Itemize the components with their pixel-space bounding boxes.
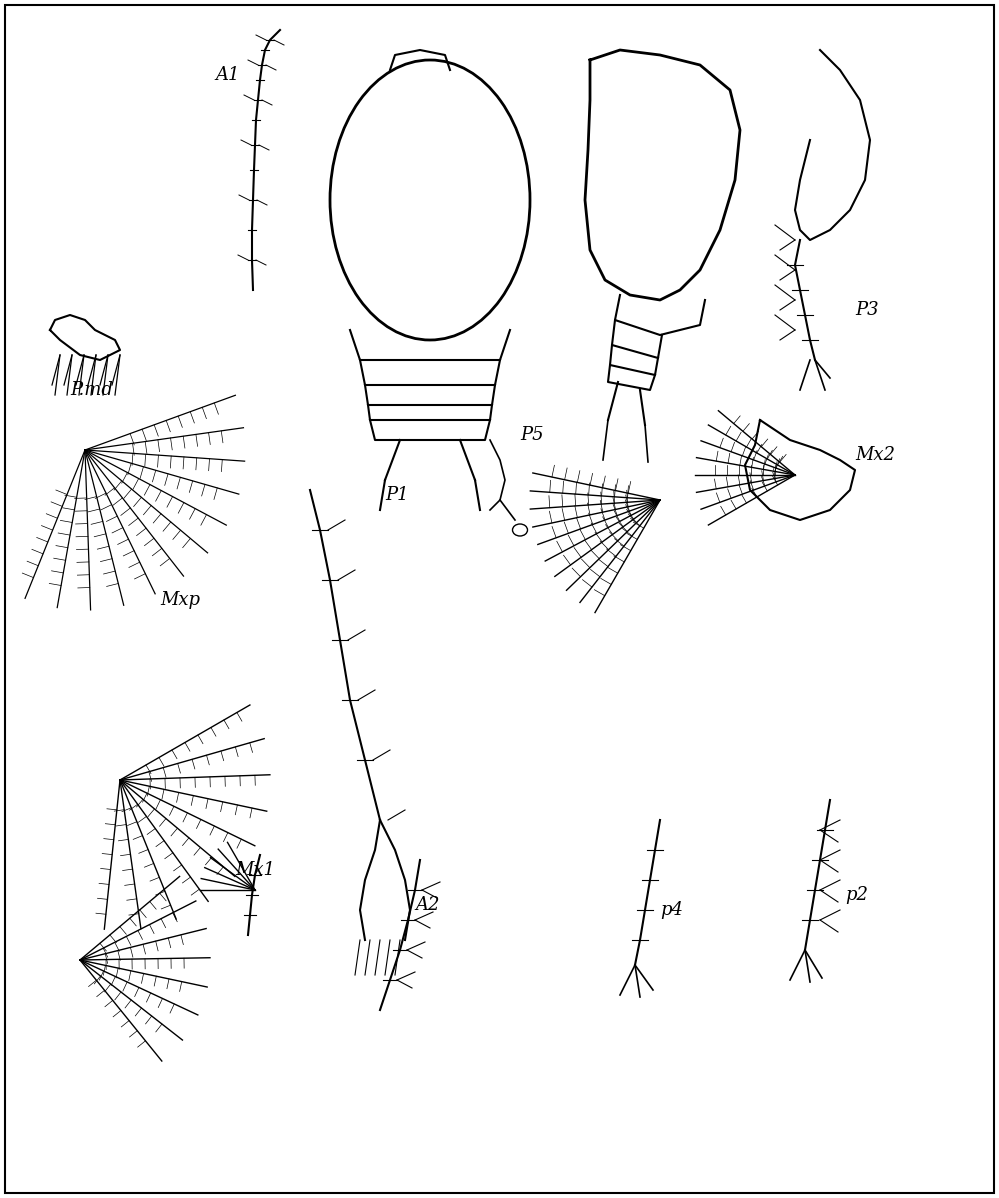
Ellipse shape <box>330 60 530 340</box>
Text: A2: A2 <box>415 896 440 914</box>
Text: Mx2: Mx2 <box>855 446 895 464</box>
Text: Mx1: Mx1 <box>235 861 275 879</box>
Text: p2: p2 <box>845 887 868 904</box>
Text: p4: p4 <box>660 901 683 919</box>
Text: P3: P3 <box>855 301 879 319</box>
Text: Mxp: Mxp <box>160 591 200 609</box>
Text: P5: P5 <box>520 426 543 444</box>
Text: P1: P1 <box>385 486 409 504</box>
Text: P.md: P.md <box>70 381 113 399</box>
Text: A1: A1 <box>215 66 240 84</box>
